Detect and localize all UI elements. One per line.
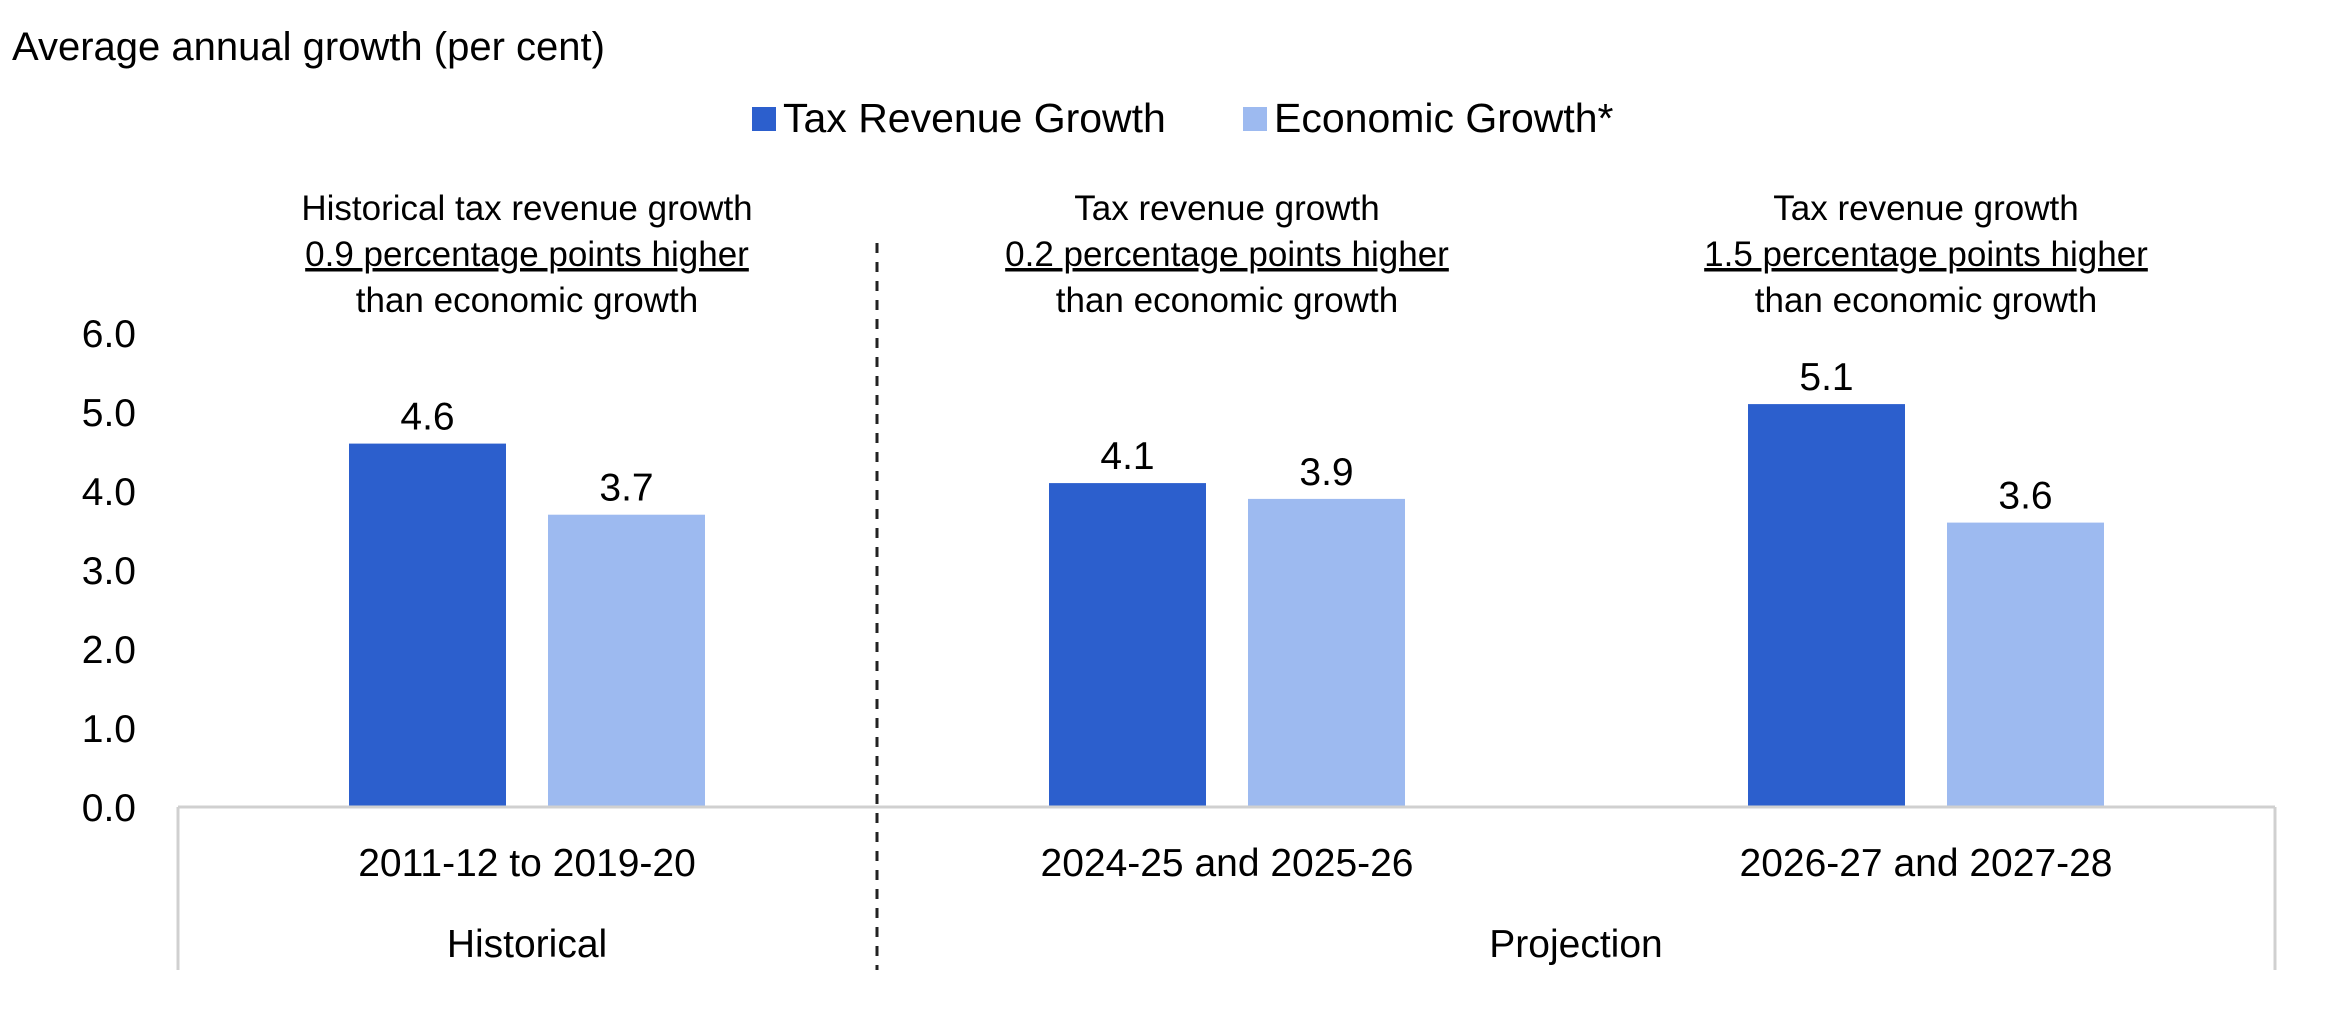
- bar-value-label: 3.6: [1998, 475, 2052, 518]
- bar-value-label: 3.7: [599, 467, 653, 510]
- group-label-projection: Projection: [1489, 923, 1662, 966]
- y-tick-label: 5.0: [82, 392, 136, 435]
- bar-economic: [1248, 498, 1405, 807]
- bar-value-label: 3.9: [1299, 451, 1353, 494]
- bar-economic: [548, 514, 705, 807]
- bar-value-label: 5.1: [1799, 356, 1853, 399]
- legend-label-economic: Economic Growth*: [1274, 95, 1614, 141]
- annotation-line: Historical tax revenue growth: [301, 189, 752, 228]
- annotations: Historical tax revenue growth 0.9 percent…: [301, 189, 2148, 320]
- legend-swatch-economic: [1243, 107, 1267, 131]
- category-label: 2011-12 to 2019-20: [358, 842, 696, 885]
- legend: Tax Revenue Growth Economic Growth*: [752, 95, 1614, 141]
- y-axis-title: Average annual growth (per cent): [12, 25, 605, 69]
- y-tick-label: 3.0: [82, 550, 136, 593]
- y-tick-label: 1.0: [82, 708, 136, 751]
- y-axis: 0.0 1.0 2.0 3.0 4.0 5.0 6.0: [82, 313, 136, 830]
- bar-economic: [1947, 522, 2104, 807]
- x-axis: 2011-12 to 2019-20 2024-25 and 2025-26 202…: [176, 243, 2277, 970]
- y-tick-label: 2.0: [82, 629, 136, 672]
- annotation-line: than economic growth: [356, 281, 698, 320]
- bars: 4.6 3.7 4.1 3.9 5.1 3.6: [349, 356, 2104, 807]
- legend-label-tax-revenue: Tax Revenue Growth: [783, 95, 1166, 141]
- annotation-highlight: 0.9 percentage points higher: [305, 235, 749, 274]
- group-label-historical: Historical: [447, 923, 607, 966]
- annotation-highlight: 1.5 percentage points higher: [1704, 235, 2148, 274]
- y-tick-label: 6.0: [82, 313, 136, 356]
- annotation-line: Tax revenue growth: [1773, 189, 2078, 228]
- y-tick-label: 0.0: [82, 787, 136, 830]
- y-tick-label: 4.0: [82, 471, 136, 514]
- annotation-line: than economic growth: [1755, 281, 2097, 320]
- category-label: 2024-25 and 2025-26: [1041, 842, 1414, 885]
- annotation-highlight: 0.2 percentage points higher: [1005, 235, 1449, 274]
- annotation-line: Tax revenue growth: [1074, 189, 1379, 228]
- bar-value-label: 4.6: [400, 396, 454, 439]
- bar-value-label: 4.1: [1100, 435, 1154, 478]
- category-label: 2026-27 and 2027-28: [1740, 842, 2113, 885]
- bar-tax-revenue: [1748, 404, 1905, 807]
- annotation-line: than economic growth: [1056, 281, 1398, 320]
- legend-swatch-tax-revenue: [752, 107, 776, 131]
- bar-tax-revenue: [349, 443, 506, 807]
- bar-tax-revenue: [1049, 483, 1206, 807]
